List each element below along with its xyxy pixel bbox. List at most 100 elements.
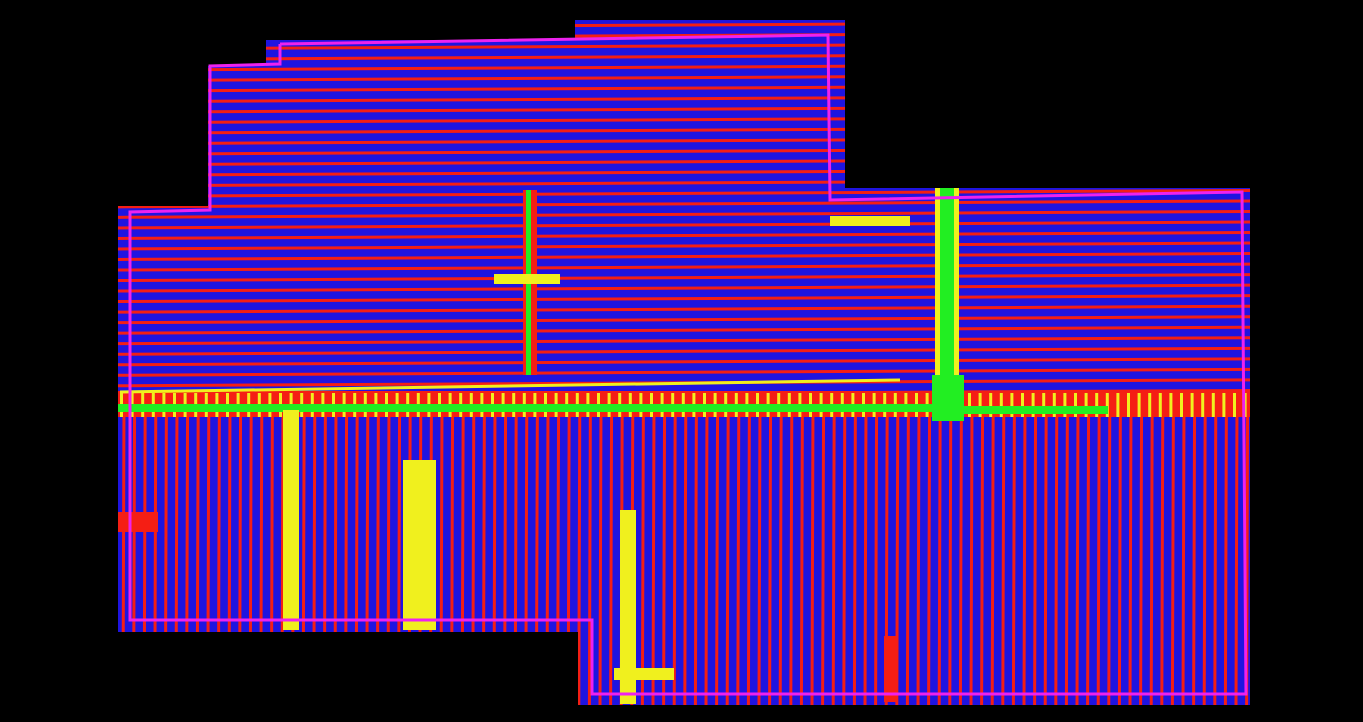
ridge-line-vertical <box>810 399 815 705</box>
pathway-marker-right <box>940 188 954 420</box>
band-stripe <box>1222 393 1226 417</box>
ridge-line-vertical <box>121 399 126 705</box>
ridge-line-vertical <box>386 399 391 705</box>
ridge-line-vertical <box>153 399 158 705</box>
band-stripe <box>1021 393 1024 417</box>
ridge-line-vertical <box>990 399 995 705</box>
ridge-line-vertical <box>1011 399 1016 705</box>
pathway-strip-lower-3 <box>620 510 636 704</box>
ridge-line-vertical <box>980 399 985 705</box>
ridge-line-vertical <box>439 399 444 705</box>
band-stripe <box>1148 393 1152 417</box>
ridge-line-vertical <box>471 399 476 705</box>
ridge-line-vertical <box>651 399 656 705</box>
ridge-line-horizontal <box>118 209 1250 219</box>
band-stripe <box>1084 393 1088 417</box>
ridge-line-vertical <box>524 399 529 705</box>
ridge-line-horizontal <box>118 199 1250 209</box>
ridge-line-vertical <box>492 399 497 705</box>
band-stripe <box>1233 393 1236 417</box>
ridge-line-vertical <box>365 399 370 705</box>
band-stripe <box>1052 393 1056 417</box>
ridge-line-vertical <box>566 399 571 705</box>
ridge-line-vertical <box>1234 399 1239 705</box>
ridge-line-vertical <box>195 399 200 705</box>
band-stripe <box>1105 393 1109 417</box>
ridge-line-vertical <box>269 399 274 705</box>
ridge-line-horizontal <box>118 336 1250 346</box>
ridge-line-vertical <box>927 399 932 705</box>
ridge-line-vertical <box>1075 399 1080 705</box>
band-stripe <box>1074 393 1077 417</box>
ridge-line-vertical <box>460 399 465 705</box>
ridge-line-vertical <box>672 399 677 705</box>
band-stripe <box>1137 393 1141 417</box>
ridge-line-horizontal <box>118 315 1250 325</box>
ridge-line-vertical <box>609 399 614 705</box>
band-top-edge <box>119 378 901 394</box>
band-stripe <box>1127 393 1130 417</box>
ridge-line-vertical <box>916 399 921 705</box>
ridge-line-vertical <box>1128 399 1133 705</box>
ridge-line-vertical <box>1054 399 1059 705</box>
ridge-line-vertical <box>704 399 709 705</box>
ridge-line-vertical <box>163 399 168 705</box>
pathway-strip-lower-2 <box>403 460 436 630</box>
band-stripe <box>978 393 982 417</box>
side-pathway-strip <box>958 406 1108 414</box>
ridge-line-vertical <box>322 399 327 705</box>
ridge-line-vertical <box>185 399 190 705</box>
ridge-line-vertical <box>598 399 603 705</box>
ridge-line-vertical <box>1064 399 1069 705</box>
pathway-segment-top <box>830 216 910 226</box>
ridge-line-horizontal <box>118 346 1250 356</box>
ridge-line-vertical <box>312 399 317 705</box>
ridge-line-vertical <box>1001 399 1006 705</box>
ridge-line-vertical <box>450 399 455 705</box>
ridge-line-vertical <box>248 399 253 705</box>
ridge-line-vertical <box>587 399 592 705</box>
ridge-line-vertical <box>1170 399 1175 705</box>
ridge-line-vertical <box>874 399 879 705</box>
ridge-line-vertical <box>397 399 402 705</box>
ridge-line-horizontal <box>118 220 1250 230</box>
ridge-line-vertical <box>206 399 211 705</box>
main-pathway-strip <box>118 404 950 412</box>
ridge-line-vertical <box>757 399 762 705</box>
junction-marker <box>932 375 964 421</box>
ridge-line-horizontal <box>118 367 1250 377</box>
ridge-line-vertical <box>948 399 953 705</box>
ridge-line-vertical <box>1107 399 1112 705</box>
ridge-line-vertical <box>937 399 942 705</box>
ridge-line-horizontal <box>118 304 1250 314</box>
ridge-line-vertical <box>1117 399 1122 705</box>
ridge-line-vertical <box>905 399 910 705</box>
ridge-line-vertical <box>556 399 561 705</box>
ridge-line-vertical <box>736 399 741 705</box>
ridge-line-vertical <box>842 399 847 705</box>
pathway-stub-left <box>118 512 158 532</box>
ridge-line-vertical <box>725 399 730 705</box>
ridge-line-vertical <box>280 399 285 705</box>
ridge-line-vertical <box>1192 399 1197 705</box>
ridge-line-vertical <box>768 399 773 705</box>
ridge-line-vertical <box>577 399 582 705</box>
ridge-line-vertical <box>969 399 974 705</box>
ridge-line-vertical <box>1223 399 1228 705</box>
ridge-line-vertical <box>238 399 243 705</box>
band-stripe <box>1211 393 1215 417</box>
ridge-line-vertical <box>662 399 667 705</box>
ridge-line-vertical <box>216 399 221 705</box>
ridge-line-vertical <box>301 399 306 705</box>
ridge-line-horizontal <box>118 325 1250 335</box>
ridge-line-vertical <box>174 399 179 705</box>
ridge-line-vertical <box>1043 399 1048 705</box>
ridge-line-horizontal <box>118 283 1250 293</box>
pathway-crossbar-lower <box>614 668 674 680</box>
band-stripe <box>999 393 1003 417</box>
band-stripe <box>989 393 993 417</box>
ridge-line-vertical <box>545 399 550 705</box>
ridge-line-vertical <box>1149 399 1154 705</box>
ridge-line-horizontal <box>118 294 1250 304</box>
